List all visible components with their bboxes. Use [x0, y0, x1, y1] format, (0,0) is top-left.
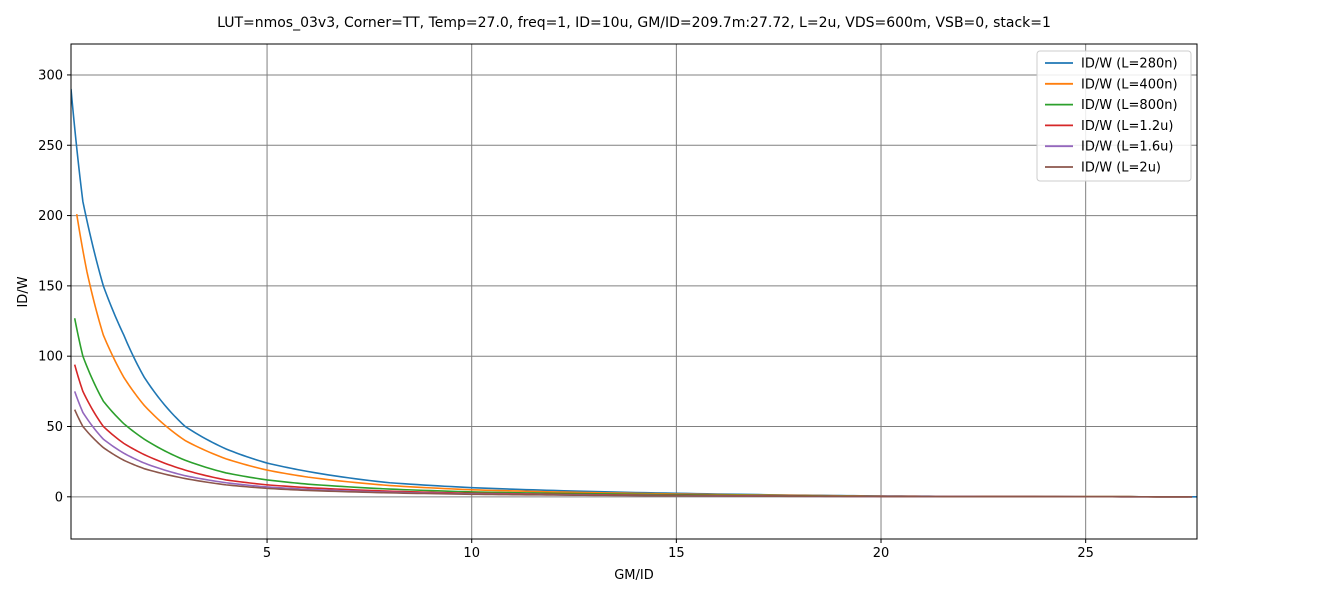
x-axis-label: GM/ID [614, 568, 654, 583]
y-tick-label: 200 [38, 209, 63, 224]
plot-frame [70, 43, 1198, 540]
legend: ID/W (L=280n) ID/W (L=400n) ID/W (L=800n) I… [1036, 50, 1192, 182]
x-tick-label: 25 [1077, 546, 1094, 561]
y-tick-label: 50 [46, 420, 63, 435]
series-line-3 [73, 318, 1193, 498]
legend-box [1036, 50, 1192, 182]
grid [71, 44, 1197, 539]
y-tick-label: 250 [38, 139, 63, 154]
chart-title: LUT=nmos_03v3, Corner=TT, Temp=27.0, fre… [217, 15, 1051, 31]
series-line-4 [73, 364, 1193, 498]
x-tick-label: 15 [668, 546, 685, 561]
y-tick-label: 0 [55, 490, 63, 505]
series-line-5 [73, 391, 1193, 498]
series-line-6 [73, 409, 1193, 498]
y-tick-label: 100 [38, 350, 63, 365]
y-axis-label: ID/W [16, 276, 31, 307]
legend-entry: ID/W (L=400n) [1081, 77, 1178, 92]
y-tick-label: 300 [38, 68, 63, 83]
y-tick-label: 150 [38, 279, 63, 294]
legend-entry: ID/W (L=1.2u) [1081, 119, 1173, 134]
series-line-1 [71, 88, 1197, 498]
legend-entry: ID/W (L=2u) [1081, 161, 1161, 176]
legend-entry: ID/W (L=280n) [1081, 57, 1178, 72]
series-lines [71, 88, 1197, 498]
x-tick-label: 10 [463, 546, 480, 561]
legend-entry: ID/W (L=1.6u) [1081, 140, 1173, 155]
legend-entry: ID/W (L=800n) [1081, 98, 1178, 113]
x-tick-label: 20 [873, 546, 890, 561]
x-tick-label: 5 [263, 546, 271, 561]
series-line-2 [75, 214, 1189, 498]
